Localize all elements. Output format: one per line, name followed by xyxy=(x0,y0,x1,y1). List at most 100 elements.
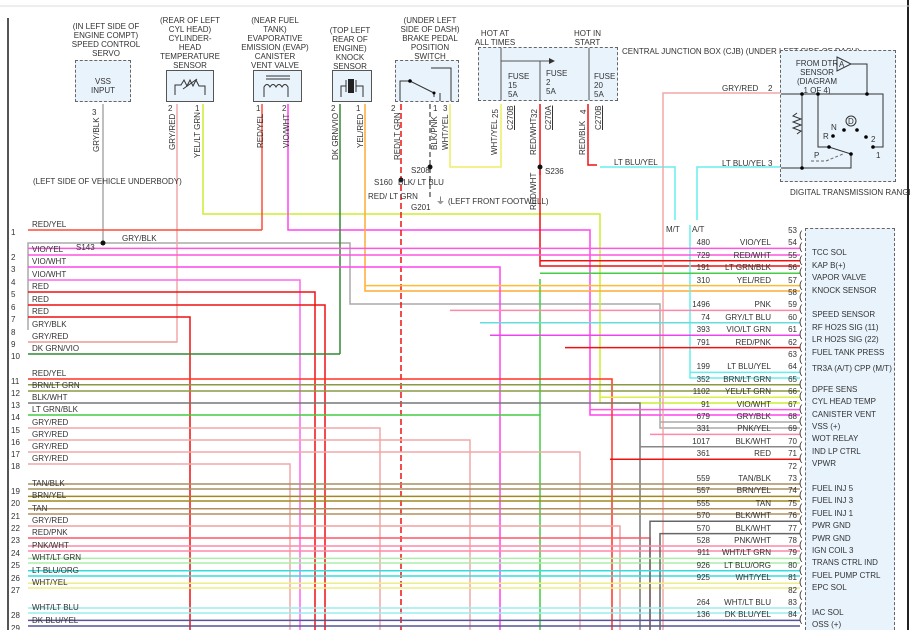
row-wire-label: DK GRN/VIO xyxy=(32,344,80,353)
wire-label: BLK/PNK xyxy=(430,116,439,150)
row-number: 3 xyxy=(11,265,16,274)
pin-number: 53 xyxy=(788,226,797,235)
central-junction-box: FUSE 15 5A FUSE 2 5A FUSE 20 5A xyxy=(478,47,618,101)
pcm-pin-wire xyxy=(649,520,800,630)
knock-sensor xyxy=(332,70,372,102)
brake-switch-label: (UNDER LEFT SIDE OF DASH) BRAKE PEDAL PO… xyxy=(400,16,460,61)
circuit-id: 1102 xyxy=(692,387,710,397)
connector-pin-icon: ( xyxy=(799,478,803,489)
pcm-connector xyxy=(805,228,895,630)
circuit-id: 911 xyxy=(697,548,710,558)
circuit-id: 679 xyxy=(696,412,710,421)
pin-number: 58 xyxy=(788,288,797,297)
row-wire-label: PNK/WHT xyxy=(32,541,69,550)
connector-pin-icon: ( xyxy=(799,366,803,378)
brake-pedal-switch xyxy=(395,60,459,102)
wire-label: GRY/RED xyxy=(722,84,759,93)
pin-number: 73 xyxy=(788,474,797,483)
row-wire-label: RED xyxy=(32,282,49,291)
wire-label: LT BLU/YEL xyxy=(722,159,766,168)
row-number: 29 xyxy=(11,624,20,630)
row-number: 8 xyxy=(11,328,16,337)
splice-dots xyxy=(100,164,543,246)
row-number: 6 xyxy=(11,303,16,312)
pin-wire-color: TAN/BLK xyxy=(738,474,771,483)
connector-pin-icon: ( xyxy=(799,564,803,576)
row-number: 11 xyxy=(11,377,20,386)
circuit-id: 199 xyxy=(696,362,710,372)
s208-label: S208 xyxy=(411,166,430,175)
row-wire-label: RED xyxy=(32,295,49,304)
speed-control-servo-label: (IN LEFT SIDE OF ENGINE COMPT) SPEED CON… xyxy=(71,22,141,58)
wire-label: RED/YEL xyxy=(256,113,265,148)
pos-2: 2 xyxy=(871,135,876,144)
pin-number: 71 xyxy=(788,449,797,459)
row-wire-label: BRN/LT GRN xyxy=(32,381,80,390)
left-row-wire xyxy=(28,291,316,630)
s236-label: S236 xyxy=(545,167,564,176)
row-wire-label: GRY/RED xyxy=(32,332,69,341)
evap-valve-label: (NEAR FUEL TANK) EVAPORATIVE EMISSION (E… xyxy=(241,16,309,70)
vss-input-label: VSS INPUT xyxy=(91,77,115,95)
connector-c270b: C270B xyxy=(594,105,603,130)
left-row-wire xyxy=(28,378,613,630)
pin-description: KAP B(+) xyxy=(812,260,846,270)
pin-wire-color: YEL/RED xyxy=(736,275,771,285)
left-row-wire xyxy=(28,463,291,630)
piezo-icon xyxy=(340,79,364,97)
circuit-id: 393 xyxy=(696,325,710,335)
row-number: 19 xyxy=(11,487,20,496)
circuit-id: 570 xyxy=(696,523,710,533)
row-wire-label: GRY/RED xyxy=(32,418,69,427)
pos-d: D xyxy=(848,117,854,126)
connector-pin-icon: ( xyxy=(799,515,803,527)
wire-label: RED/WHT xyxy=(529,172,538,210)
pin-1: 1 xyxy=(433,104,438,113)
left-row-wire xyxy=(28,525,621,630)
connector-pin-icon: ( xyxy=(799,391,803,403)
connector-pin-icon: ( xyxy=(799,577,803,589)
pin-description: FUEL INJ 3 xyxy=(812,496,854,506)
row-wire-label: VIO/WHT xyxy=(32,257,67,266)
row-wire-label: GRY/RED xyxy=(32,430,69,439)
row-number: 25 xyxy=(11,561,20,570)
pos-r: R xyxy=(823,132,829,141)
pin-description: FUEL INJ 5 xyxy=(812,484,854,493)
pin-wire-color: BLK/WHT xyxy=(735,436,771,446)
pin-description: PWR GND xyxy=(812,533,851,543)
pin-wire-color: BRN/YEL xyxy=(736,486,771,496)
pin-description: PWR GND xyxy=(812,521,851,531)
s236-dot xyxy=(537,164,543,170)
wire-ltbluyel-mt xyxy=(600,166,676,220)
at-label: A/T xyxy=(692,225,705,234)
pin-wire-color: BLK/WHT xyxy=(735,523,771,533)
wire-s143-row8 xyxy=(27,242,103,330)
pin-wire-color: PNK/WHT xyxy=(734,536,771,545)
connector-pin-icon: ( xyxy=(799,341,803,353)
wire-label: GRY/RED xyxy=(168,113,177,150)
switch-icon xyxy=(399,67,452,101)
pin-description: IAC SOL xyxy=(812,608,844,617)
connector-pin-icon: ( xyxy=(799,465,803,477)
pin-wire-color: TAN xyxy=(755,498,771,508)
pin-number: 61 xyxy=(788,325,797,335)
mt-label: M/T xyxy=(666,225,680,234)
row-number: 9 xyxy=(11,340,16,349)
s160-label: S160 xyxy=(374,178,393,187)
pin-wire-color: GRY/BLK xyxy=(736,412,771,421)
hot-in-start: HOT IN START xyxy=(574,29,601,47)
connector-pin-icon: ( xyxy=(799,527,803,539)
wire-label: WHT/YEL xyxy=(490,119,499,155)
row-wire-label: RED/YEL xyxy=(32,220,67,229)
pin-number: 76 xyxy=(788,511,797,521)
circuit-id: 1496 xyxy=(692,300,710,310)
pin-number: 63 xyxy=(788,350,797,359)
s160-dot xyxy=(398,177,404,183)
pin-description: FUEL PUMP CTRL xyxy=(812,570,881,580)
connector-pin-icon: ( xyxy=(799,416,803,427)
pin-number: 83 xyxy=(788,598,797,607)
pin-2: 2 xyxy=(768,84,773,93)
row-wire-label: LT GRN/BLK xyxy=(32,405,78,414)
wire-yel-ltgrn-cht xyxy=(202,104,800,404)
pin-number: 57 xyxy=(788,275,797,285)
